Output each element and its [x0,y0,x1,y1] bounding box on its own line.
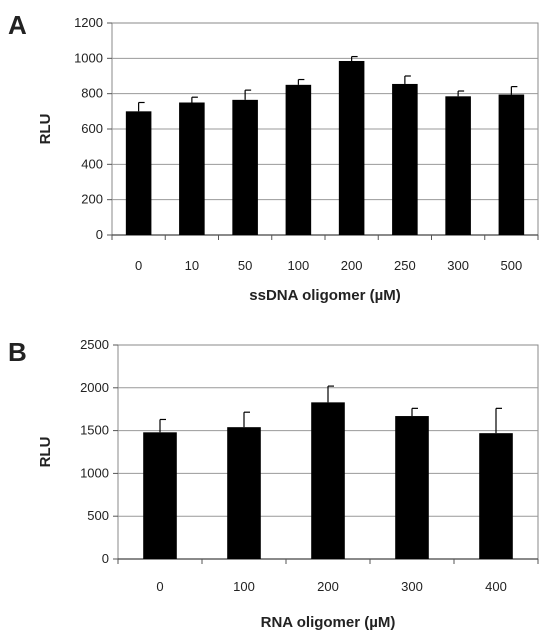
chart-a-y-axis-label: RLU [37,114,54,145]
chart-a-bar [285,84,312,235]
chart-b-x-axis-label: RNA oligomer (µM) [261,614,396,630]
chart-b-x-tick-label: 0 [156,579,163,594]
chart-b-y-tick-label: 2000 [80,380,109,395]
chart-b-y-tick-label: 0 [102,551,109,566]
chart-b-x-tick-label: 100 [233,579,255,594]
chart-b-x-tick-label: 400 [485,579,507,594]
chart-b-bar [143,432,177,559]
chart-b-bar [479,433,513,559]
chart-a-x-tick-label: 250 [394,258,416,273]
chart-panel-b: B 0 500 1000 1500 2000 2500 0 100 200 300 400 RNA o… [0,315,546,630]
chart-a-bar [498,94,525,235]
bar-chart-b: 0 500 1000 1500 2000 2500 0 100 200 300 400 RNA oli… [37,337,539,630]
chart-a-y-tick-label: 200 [81,192,103,207]
chart-a-x-tick-label: 100 [288,258,310,273]
bar-chart-a: 0 200 400 600 800 1000 1200 0 10 50 100 200 250 300 50… [37,15,539,304]
chart-b-x-tick-label: 200 [317,579,339,594]
chart-b-bar [311,402,345,559]
chart-b-x-tick-label: 300 [401,579,423,594]
chart-b-y-tick-label: 500 [87,508,109,523]
panel-letter-b: B [8,337,27,367]
chart-a-y-tick-label: 600 [81,121,103,136]
chart-a-x-tick-label: 500 [501,258,523,273]
chart-a-bar [125,111,152,235]
chart-a-y-tick-label: 800 [81,86,103,101]
chart-a-x-tick-label: 50 [238,258,252,273]
chart-a-bar [232,99,258,235]
chart-a-y-tick-label: 400 [81,156,103,171]
chart-a-x-tick-label: 300 [447,258,469,273]
chart-a-y-tick-label: 1200 [74,15,103,30]
chart-b-bar [227,427,261,559]
chart-a-bar [445,96,471,235]
chart-a-bar [179,102,205,235]
chart-b-y-axis-label: RLU [37,437,54,468]
chart-a-x-tick-label: 0 [135,258,142,273]
chart-a-x-tick-label: 200 [341,258,363,273]
chart-b-y-tick-label: 2500 [80,337,109,352]
chart-a-y-tick-label: 1000 [74,50,103,65]
panel-letter-a: A [8,10,27,40]
chart-panel-a: A 0 200 400 600 800 1000 1200 0 10 50 100 200 250 300… [8,10,539,304]
chart-a-y-tick-label: 0 [96,227,103,242]
chart-a-x-axis-label: ssDNA oligomer (µM) [249,287,400,304]
chart-b-y-tick-label: 1500 [80,423,109,438]
chart-b-bar [395,416,429,559]
chart-a-x-tick-label: 10 [185,258,199,273]
chart-a-bar [392,83,418,235]
chart-a-bar [338,60,365,235]
chart-b-y-tick-label: 1000 [80,465,109,480]
